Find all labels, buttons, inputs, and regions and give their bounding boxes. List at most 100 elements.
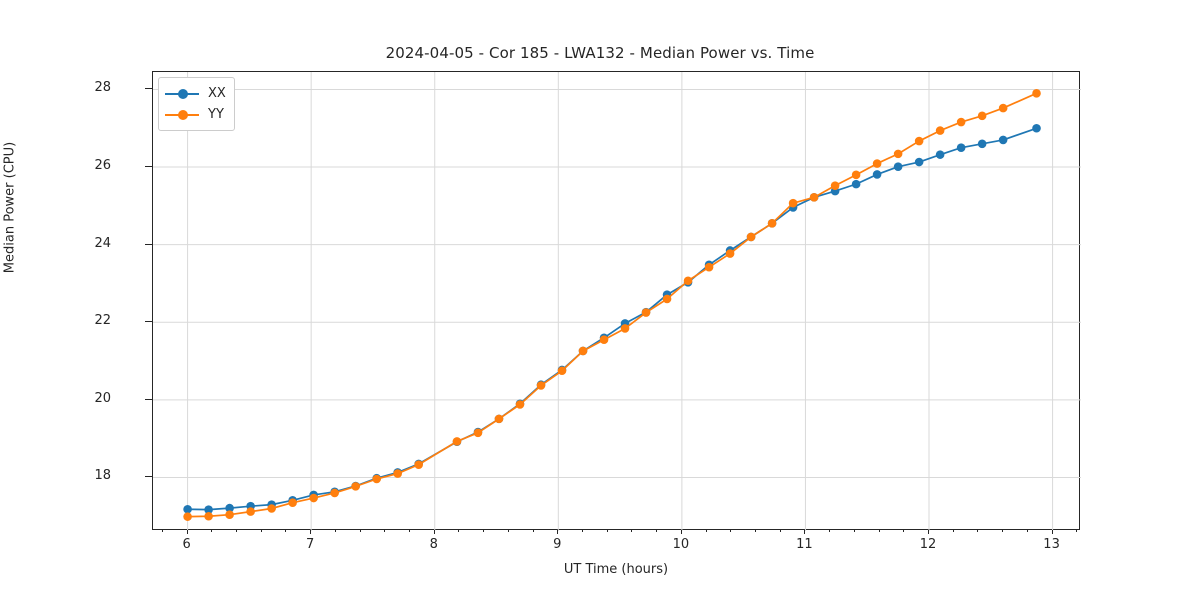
- legend-swatch-yy: [165, 108, 199, 122]
- y-tick-label: 18: [94, 468, 111, 484]
- x-tick-minor-mark: [1002, 530, 1004, 532]
- x-tick-minor-mark: [334, 530, 336, 532]
- data-point-yy: [414, 460, 423, 469]
- x-tick-minor-mark: [532, 530, 534, 532]
- y-tick-mark: [145, 398, 152, 400]
- x-tick-mark: [928, 530, 929, 534]
- x-tick-minor-mark: [359, 530, 361, 532]
- x-tick-minor-mark: [409, 530, 411, 532]
- x-tick-minor-mark: [631, 530, 633, 532]
- data-point-yy: [288, 498, 297, 507]
- x-tick-minor-mark: [705, 530, 707, 532]
- data-point-yy: [641, 308, 651, 317]
- x-tick-minor-mark: [606, 530, 608, 532]
- data-point-yy: [998, 103, 1008, 113]
- x-tick-minor-mark: [483, 530, 485, 532]
- x-tick-minor-mark: [458, 530, 460, 532]
- x-tick-minor-mark: [384, 530, 386, 532]
- gridlines: [153, 72, 1081, 531]
- y-tick-mark: [145, 88, 152, 90]
- x-tick-minor-mark: [755, 530, 756, 532]
- data-point-yy: [372, 474, 381, 484]
- data-point-xx: [914, 157, 924, 167]
- legend-label: YY: [208, 107, 224, 122]
- data-point-xx: [204, 505, 213, 514]
- x-tick-mark: [186, 530, 188, 534]
- data-point-yy: [914, 136, 924, 146]
- data-point-xx: [225, 503, 234, 513]
- legend-item-xx[interactable]: XX: [165, 83, 226, 104]
- data-point-xx: [893, 162, 903, 171]
- data-point-xx: [935, 150, 945, 159]
- data-point-yy: [956, 117, 966, 127]
- data-point-yy: [620, 324, 630, 333]
- chart-title: 2024-04-05 - Cor 185 - LWA132 - Median P…: [385, 44, 815, 62]
- data-point-yy: [473, 428, 483, 438]
- data-point-xx: [998, 135, 1008, 145]
- x-tick-minor-mark: [977, 530, 979, 532]
- data-point-yy: [494, 414, 504, 424]
- data-point-yy: [204, 511, 213, 521]
- y-tick-label: 20: [94, 390, 111, 406]
- x-axis-label: UT Time (hours): [563, 562, 669, 577]
- y-tick-mark: [145, 166, 152, 168]
- x-tick-mark: [433, 530, 435, 534]
- legend-swatch-xx: [165, 87, 199, 101]
- y-tick-label: 24: [94, 235, 111, 251]
- data-point-yy: [452, 437, 462, 446]
- y-tick-mark: [145, 476, 152, 478]
- data-point-xx: [956, 143, 966, 152]
- x-tick-minor-mark: [853, 530, 855, 532]
- x-tick-minor-mark: [829, 530, 831, 532]
- x-tick-minor-mark: [1076, 530, 1078, 532]
- x-tick-label: 8: [429, 537, 438, 552]
- x-tick-minor-mark: [260, 530, 262, 532]
- x-tick-minor-mark: [952, 530, 954, 532]
- data-point-xx: [183, 504, 192, 514]
- data-point-yy: [683, 276, 693, 286]
- data-point-yy: [183, 512, 192, 521]
- data-point-yy: [851, 170, 861, 180]
- data-point-yy: [330, 488, 339, 498]
- legend-item-yy[interactable]: YY: [165, 104, 226, 125]
- data-point-yy: [704, 262, 714, 272]
- data-point-xx: [872, 170, 882, 179]
- y-tick-label: 22: [94, 313, 111, 329]
- x-tick-minor-mark: [211, 530, 213, 532]
- data-point-yy: [809, 193, 819, 202]
- x-tick-mark: [680, 530, 682, 534]
- data-point-yy: [267, 504, 276, 513]
- plot-area: [152, 71, 1081, 531]
- x-tick-minor-mark: [730, 530, 732, 532]
- x-tick-label: 12: [919, 537, 937, 552]
- series-line-xx: [186, 127, 1038, 511]
- x-tick-minor-mark: [507, 530, 509, 532]
- series-line-yy: [186, 92, 1038, 518]
- x-tick-minor-mark: [1026, 530, 1028, 532]
- x-tick-minor-mark: [779, 530, 781, 532]
- x-tick-label: 11: [796, 537, 813, 552]
- data-point-yy: [893, 149, 903, 159]
- data-point-yy: [872, 159, 882, 168]
- legend-label: XX: [208, 86, 226, 101]
- x-tick-label: 13: [1043, 537, 1060, 552]
- data-point-xx: [977, 139, 987, 149]
- data-point-yy: [246, 507, 255, 516]
- data-point-yy: [977, 111, 987, 121]
- data-point-yy: [725, 249, 735, 258]
- x-tick-mark: [1051, 530, 1053, 534]
- x-tick-minor-mark: [903, 530, 905, 532]
- data-point-yy: [746, 232, 756, 242]
- x-tick-mark: [557, 530, 559, 534]
- data-point-xx: [851, 179, 861, 189]
- legend-marker-icon: [178, 109, 188, 120]
- plot-svg: [153, 72, 1081, 531]
- x-tick-label: 10: [672, 537, 690, 552]
- data-point-yy: [662, 294, 672, 304]
- data-point-yy: [393, 469, 402, 478]
- x-tick-label: 6: [182, 537, 191, 552]
- x-tick-mark: [804, 530, 806, 534]
- y-tick-label: 28: [94, 80, 111, 96]
- data-point-yy: [935, 126, 945, 135]
